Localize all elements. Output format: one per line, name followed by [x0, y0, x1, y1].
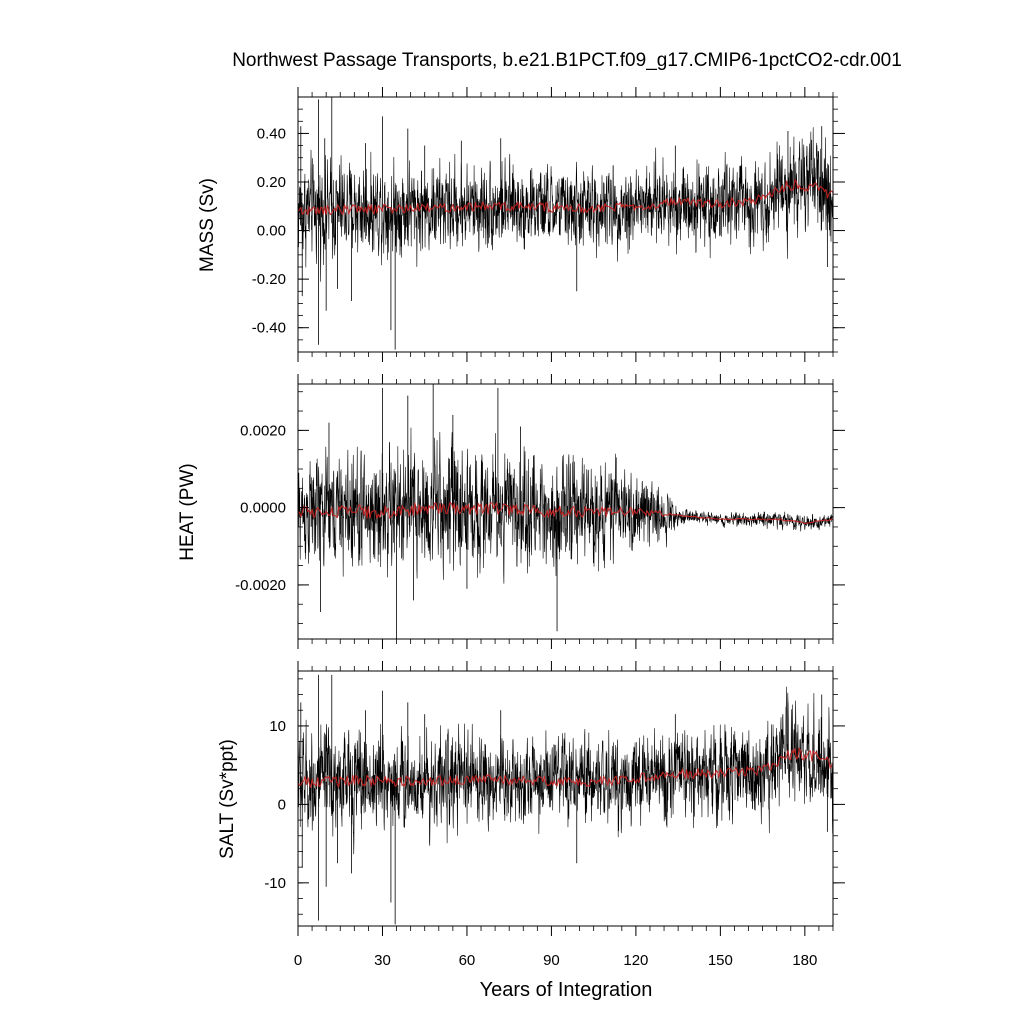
y-tick-label-mass: 0.20 [257, 174, 286, 191]
x-axis-title: Years of Integration [480, 979, 653, 1001]
annual-mean-series-heat [297, 501, 834, 525]
y-tick-label-mass: 0.00 [257, 223, 286, 240]
y-axis-title-heat: HEAT (PW) [177, 463, 198, 560]
y-axis-title-salt: SALT (Sv*ppt) [217, 739, 238, 859]
monthly-series-mass [297, 127, 834, 282]
x-tick-label: 0 [294, 952, 302, 969]
x-tick-label: 30 [374, 952, 391, 969]
y-tick-label-mass: -0.20 [252, 271, 286, 288]
panel-mass: MASS (Sv) -0.40 -0.20 0.00 0.20 0.40 [197, 87, 845, 362]
y-tick-label-mass: -0.40 [252, 320, 286, 337]
annual-mean-series-mass [297, 179, 834, 216]
x-tick-label: 120 [623, 952, 648, 969]
y-tick-label-heat: -0.0020 [235, 577, 286, 594]
annual-mean-series-salt [297, 747, 834, 789]
x-tick-label: 180 [792, 952, 817, 969]
panel-salt: SALT (Sv*ppt) -10 0 10 0 30 60 90 120 150 180 [217, 661, 845, 969]
y-tick-label-salt: 10 [269, 718, 286, 735]
x-tick-label: 150 [708, 952, 733, 969]
panel-heat: HEAT (PW) -0.0020 0.0000 0.0020 [177, 374, 845, 649]
y-tick-label-salt: -10 [264, 875, 286, 892]
chart-title: Northwest Passage Transports, b.e21.B1PC… [232, 50, 902, 71]
y-axis-title-mass: MASS (Sv) [197, 178, 218, 272]
y-tick-label-salt: 0 [278, 796, 286, 813]
monthly-series-heat [297, 427, 834, 584]
x-tick-label: 90 [543, 952, 560, 969]
y-tick-label-mass: 0.40 [257, 125, 286, 142]
y-tick-label-heat: 0.0020 [240, 422, 286, 439]
x-tick-label: 60 [459, 952, 476, 969]
y-tick-label-heat: 0.0000 [240, 500, 286, 517]
